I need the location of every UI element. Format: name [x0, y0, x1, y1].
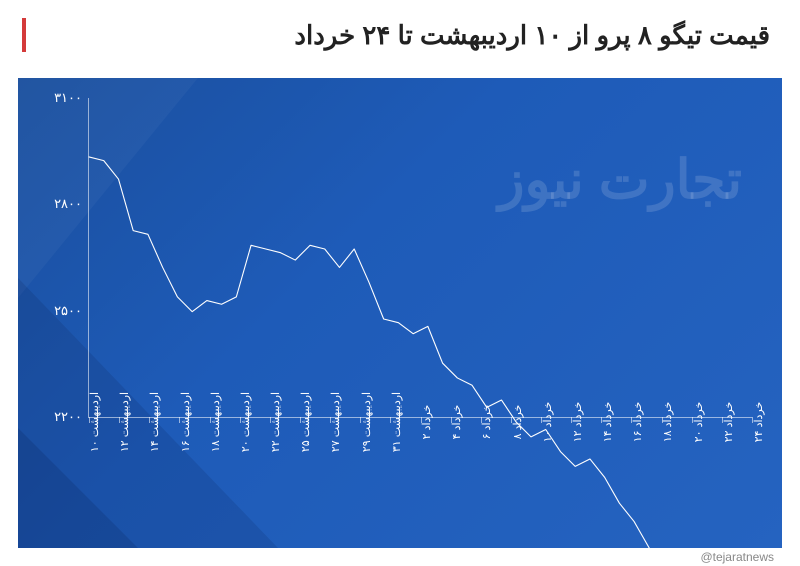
chart-area: تجارت نیوز ۲۲۰۰۲۵۰۰۲۸۰۰۳۱۰۰ اردیبهشت ۱۰ا…	[18, 78, 782, 548]
credit-handle: @tejaratnews	[700, 550, 774, 564]
x-tick-label: خرداد ۲۴	[752, 402, 782, 443]
x-axis-labels: اردیبهشت ۱۰اردیبهشت ۱۲اردیبهشت ۱۴اردیبهش…	[88, 422, 752, 540]
header-accent-bar	[22, 18, 26, 52]
y-tick-label: ۲۸۰۰	[34, 196, 82, 212]
y-tick-label: ۳۱۰۰	[34, 90, 82, 106]
y-tick-label: ۲۲۰۰	[34, 409, 82, 425]
chart-title: قیمت تیگو ۸ پرو از ۱۰ اردیبهشت تا ۲۴ خرد…	[40, 20, 770, 51]
plot-region: ۲۲۰۰۲۵۰۰۲۸۰۰۳۱۰۰	[88, 98, 752, 418]
y-tick-label: ۲۵۰۰	[34, 303, 82, 319]
chart-header: قیمت تیگو ۸ پرو از ۱۰ اردیبهشت تا ۲۴ خرد…	[0, 0, 800, 70]
